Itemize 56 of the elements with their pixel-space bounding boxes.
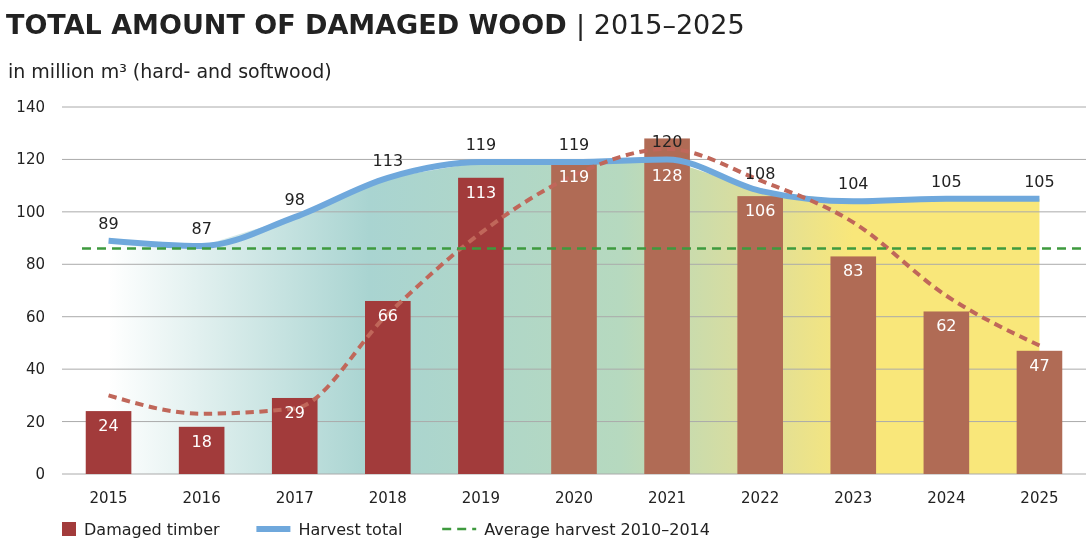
x-tick-label: 2021: [648, 489, 687, 507]
y-tick-label: 80: [25, 255, 45, 274]
data-label: 120: [651, 132, 683, 152]
x-tick-label: 2015: [89, 489, 128, 507]
data-label: 24: [98, 416, 119, 436]
legend-label: Average harvest 2010–2014: [484, 520, 710, 539]
bar: [1016, 350, 1063, 474]
data-label: 29: [284, 402, 305, 422]
y-tick-label: 0: [35, 465, 45, 483]
y-tick-label: 140: [16, 98, 45, 116]
x-tick-label: 2025: [1020, 489, 1059, 507]
data-label: 83: [843, 261, 864, 281]
y-tick-label: 60: [25, 307, 45, 326]
chart-subtitle: in million m³ (hard- and softwood): [8, 60, 332, 82]
data-label: 47: [1029, 355, 1050, 375]
data-label: 119: [558, 167, 590, 187]
legend-label: Harvest total: [298, 520, 403, 539]
data-label: 106: [744, 201, 776, 221]
data-label: 105: [1024, 171, 1055, 191]
bar: [365, 300, 411, 474]
data-label: 66: [377, 305, 398, 325]
x-tick-label: 2023: [834, 489, 873, 507]
bar: [271, 397, 318, 474]
data-label: 18: [191, 431, 212, 451]
x-tick-label: 2018: [368, 489, 407, 507]
y-tick-label: 120: [16, 150, 45, 169]
y-tick-label: 20: [25, 412, 45, 431]
bar: [458, 177, 504, 474]
bar: [923, 311, 970, 474]
y-tick-label: 100: [16, 202, 45, 221]
data-label: 105: [931, 171, 962, 191]
data-label: 113: [465, 182, 497, 202]
x-tick-label: 2020: [554, 489, 594, 507]
data-label: 89: [98, 213, 119, 233]
data-label: 119: [465, 135, 497, 155]
data-label: 128: [651, 166, 683, 186]
data-label: 62: [936, 316, 957, 336]
data-label: 104: [838, 174, 869, 194]
chart-title: TOTAL AMOUNT OF DAMAGED WOOD | 2015–2025: [6, 9, 745, 41]
data-label: 108: [744, 163, 776, 183]
x-tick-label: 2024: [927, 489, 966, 507]
data-label: 98: [284, 190, 305, 210]
bar: [737, 196, 783, 474]
legend-label: Damaged timber: [84, 520, 221, 539]
data-label: 119: [558, 135, 590, 155]
x-tick-label: 2019: [461, 489, 500, 507]
bar: [85, 411, 132, 474]
bar: [178, 426, 225, 474]
data-label: 113: [372, 150, 404, 170]
data-label: 87: [191, 218, 212, 238]
bar: [551, 162, 597, 474]
x-tick-label: 2016: [182, 489, 221, 507]
x-tick-label: 2022: [741, 489, 780, 507]
x-tick-label: 2017: [275, 489, 314, 507]
y-tick-label: 40: [25, 360, 45, 379]
bar: [830, 256, 877, 474]
